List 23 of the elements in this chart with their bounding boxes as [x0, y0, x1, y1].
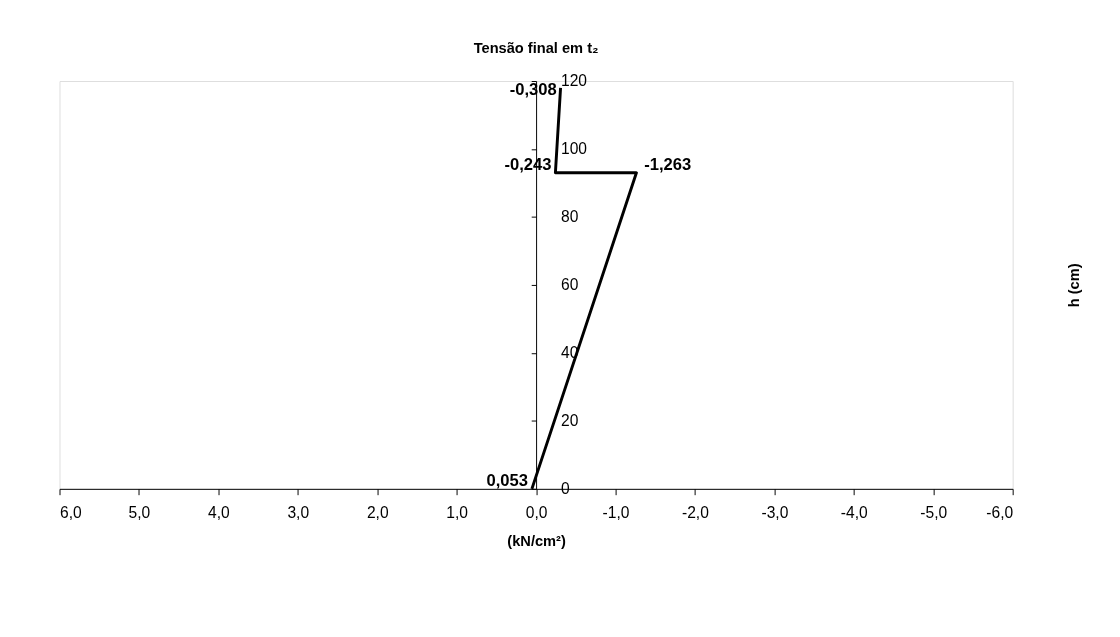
y-tick-label: 80	[560, 208, 579, 226]
x-tick-label: -5,0	[920, 503, 948, 521]
x-tick-label: 4,0	[208, 503, 231, 521]
x-tick-label: -3,0	[761, 503, 789, 521]
y-tick-label: 20	[560, 412, 579, 430]
x-tick-label: -4,0	[840, 503, 869, 521]
x-tick-label: 5,0	[128, 503, 151, 521]
x-tick-label: 2,0	[366, 503, 389, 521]
y-tick-label: 60	[560, 276, 579, 294]
x-tick-label: 1,0	[446, 503, 469, 521]
annotation: -1,263	[644, 154, 692, 174]
x-tick-label: 0,0	[525, 503, 548, 521]
chart-title: Tensão final em t₂	[473, 39, 599, 56]
x-tick-label: -6,0	[986, 503, 1014, 521]
y-tick-label: 120	[560, 72, 588, 90]
y-axis-title: h (cm)	[1065, 263, 1082, 308]
y-tick-label: 100	[560, 140, 588, 158]
x-axis-title: (kN/cm²)	[507, 532, 566, 549]
x-tick-label: 3,0	[287, 503, 310, 521]
annotation: 0,053	[486, 470, 528, 490]
x-tick-label: 6,0	[60, 503, 82, 521]
x-tick-label: -1,0	[602, 503, 630, 521]
x-tick-label: -2,0	[682, 503, 710, 521]
